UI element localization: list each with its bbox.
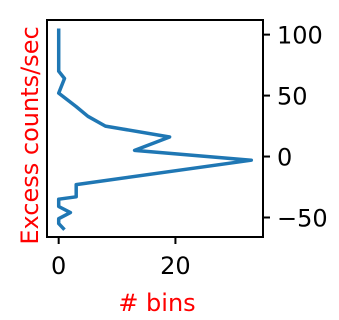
tick-labels: 0 20 100 50 0 −50: [51, 22, 328, 280]
y-tick-label: 50: [277, 83, 308, 111]
x-tick-label: 0: [51, 252, 66, 280]
x-tick-label: 20: [160, 252, 191, 280]
x-axis-label: # bins: [118, 289, 195, 317]
tick-marks: [57, 33, 270, 244]
series-line: [56, 28, 254, 231]
y-tick-label: 0: [277, 144, 292, 172]
y-axis-label: Excess counts/sec: [16, 26, 44, 244]
axes-frame: [46, 19, 264, 238]
y-tick-label: 100: [277, 22, 323, 50]
plot-area: [56, 28, 254, 231]
y-tick-label: −50: [277, 204, 328, 232]
